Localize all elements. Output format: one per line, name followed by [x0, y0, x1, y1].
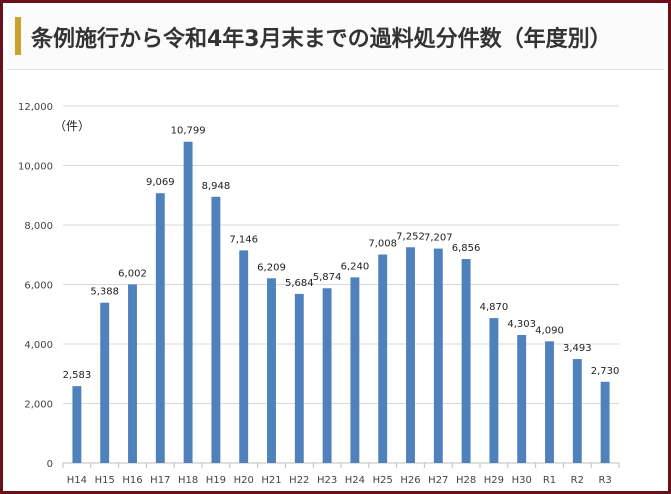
x-tick-label: R2	[571, 475, 584, 486]
data-label: 7,207	[424, 233, 453, 244]
y-tick-label: 2,000	[24, 400, 53, 411]
x-tick-label: H22	[289, 475, 309, 486]
bar	[350, 277, 360, 463]
y-tick-label: 12,000	[18, 102, 53, 113]
data-label: 3,493	[563, 343, 592, 354]
y-tick-label: 8,000	[24, 221, 53, 232]
x-tick-label: H15	[95, 475, 115, 486]
bar	[155, 193, 165, 463]
data-label: 6,209	[257, 262, 286, 273]
bar	[294, 293, 304, 463]
bar	[545, 341, 554, 463]
bar	[239, 250, 249, 463]
data-label: 2,730	[591, 366, 620, 377]
x-tick-label: H18	[178, 475, 198, 486]
bar	[322, 288, 332, 463]
data-label: 10,799	[171, 126, 206, 137]
chart-title: 条例施行から令和4年3月末までの過料処分件数（年度別）	[31, 27, 612, 52]
data-label: 5,684	[285, 278, 314, 289]
data-label: 7,252	[396, 231, 425, 242]
data-label: 2,583	[63, 370, 92, 381]
data-label: 6,856	[452, 243, 481, 254]
x-tick-label: R1	[543, 475, 556, 486]
x-tick-label: H25	[373, 475, 393, 486]
bar	[128, 284, 137, 463]
bar	[211, 196, 221, 463]
data-label: 5,388	[90, 287, 119, 298]
x-tick-label: H21	[261, 475, 281, 486]
data-label: 7,008	[368, 239, 397, 250]
y-tick-label: 4,000	[24, 340, 53, 351]
x-tick-label: H27	[428, 475, 448, 486]
data-label: 4,303	[507, 319, 536, 330]
x-tick-label: H30	[512, 475, 532, 486]
y-axis-unit-label: （件）	[54, 119, 91, 133]
x-tick-label: H24	[345, 475, 365, 486]
data-label: 4,090	[535, 325, 564, 336]
bar	[100, 302, 110, 463]
x-tick-label: H17	[150, 475, 170, 486]
x-tick-label: H16	[122, 475, 142, 486]
data-label: 6,240	[341, 261, 370, 272]
bar	[489, 318, 499, 463]
bar	[433, 248, 443, 463]
bar	[378, 254, 388, 463]
bar	[72, 386, 82, 463]
title-accent-bar	[15, 17, 21, 55]
title-header: 条例施行から令和4年3月末までの過料処分件数（年度別）	[7, 7, 664, 70]
bar	[572, 359, 582, 463]
data-label: 5,874	[313, 272, 342, 283]
bar	[600, 381, 610, 463]
bar	[406, 247, 415, 463]
bar	[461, 259, 471, 463]
x-tick-label: H23	[317, 475, 337, 486]
x-tick-label: R3	[598, 475, 611, 486]
y-tick-label: 10,000	[18, 162, 53, 173]
y-tick-label: 6,000	[24, 281, 53, 292]
data-label: 7,146	[229, 234, 258, 245]
data-label: 4,870	[480, 302, 509, 313]
bar	[267, 278, 276, 463]
bar	[517, 334, 527, 463]
x-tick-label: H26	[400, 475, 420, 486]
data-label: 8,948	[202, 181, 231, 192]
x-tick-label: H29	[484, 475, 504, 486]
x-tick-label: H14	[67, 475, 87, 486]
x-tick-label: H20	[234, 475, 254, 486]
data-label: 9,069	[146, 177, 175, 188]
bar	[183, 141, 193, 464]
x-tick-label: H28	[456, 475, 476, 486]
data-label: 6,002	[118, 268, 147, 279]
x-tick-label: H19	[206, 475, 226, 486]
y-tick-label: 0	[47, 459, 53, 470]
